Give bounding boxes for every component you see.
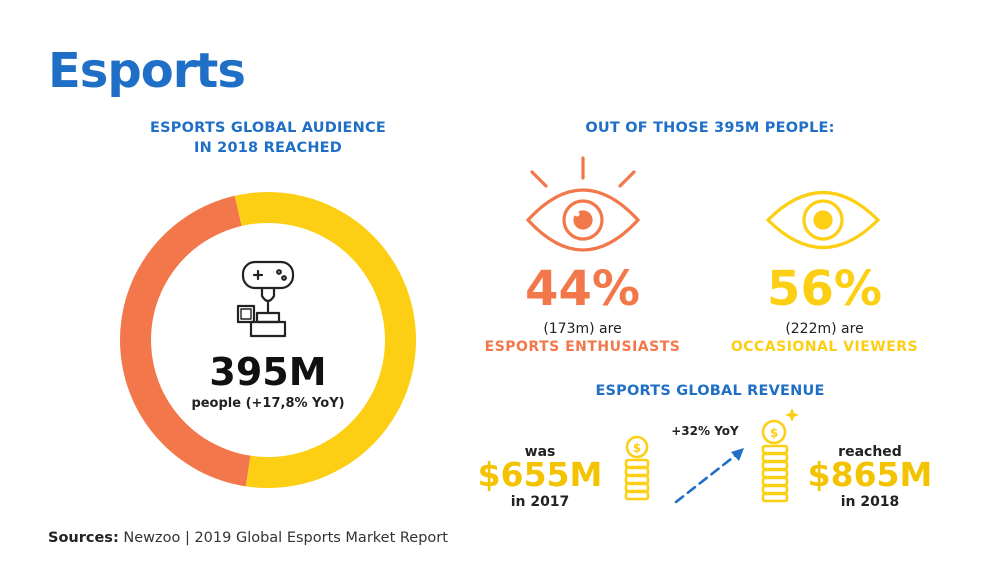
audience-heading-line2: IN 2018 REACHED xyxy=(194,140,342,156)
enthusiasts-percent: 44% xyxy=(525,261,640,317)
revenue-before-prefix: was xyxy=(524,444,556,460)
svg-text:$: $ xyxy=(633,441,641,455)
donut-slice-occasional-viewers xyxy=(234,192,417,489)
revenue-before-suffix: in 2017 xyxy=(510,494,570,510)
controller-trophy-icon xyxy=(236,260,295,338)
revenue-growth: +32% YoY xyxy=(671,424,739,438)
revenue-after-suffix: in 2018 xyxy=(840,494,900,510)
donut-slice-esports-enthusiasts xyxy=(120,195,251,487)
audience-caption: people (+17,8% YoY) xyxy=(191,396,345,411)
page-title: Esports xyxy=(48,43,246,99)
occasional-percent: 56% xyxy=(767,261,882,317)
revenue-after-value: $865M xyxy=(807,455,933,494)
occasional-label: OCCASIONAL VIEWERS xyxy=(730,339,919,355)
audience-heading-line1: ESPORTS GLOBAL AUDIENCE xyxy=(150,120,386,136)
coin-stack-small-icon: $ xyxy=(624,435,650,501)
breakdown-heading: OUT OF THOSE 395M PEOPLE: xyxy=(585,120,835,136)
audience-heading: ESPORTS GLOBAL AUDIENCE IN 2018 REACHED xyxy=(98,118,438,158)
occasional-count: (222m) are xyxy=(785,321,864,337)
revenue-before-value: $655M xyxy=(477,455,603,494)
sources-text: Newzoo | 2019 Global Esports Market Repo… xyxy=(123,530,448,546)
enthusiasts-count: (173m) are xyxy=(543,321,622,337)
growth-arrow-icon xyxy=(674,448,744,504)
svg-text:$: $ xyxy=(770,426,778,440)
sources-note: Sources: Newzoo | 2019 Global Esports Ma… xyxy=(48,530,448,546)
sources-label: Sources: xyxy=(48,530,119,546)
revenue-heading: ESPORTS GLOBAL REVENUE xyxy=(595,383,825,399)
coin-stack-large-icon: $ xyxy=(761,408,799,503)
revenue-after-prefix: reached xyxy=(838,444,902,460)
enthusiasts-label: ESPORTS ENTHUSIASTS xyxy=(484,339,681,355)
audience-value: 395M xyxy=(209,350,327,394)
